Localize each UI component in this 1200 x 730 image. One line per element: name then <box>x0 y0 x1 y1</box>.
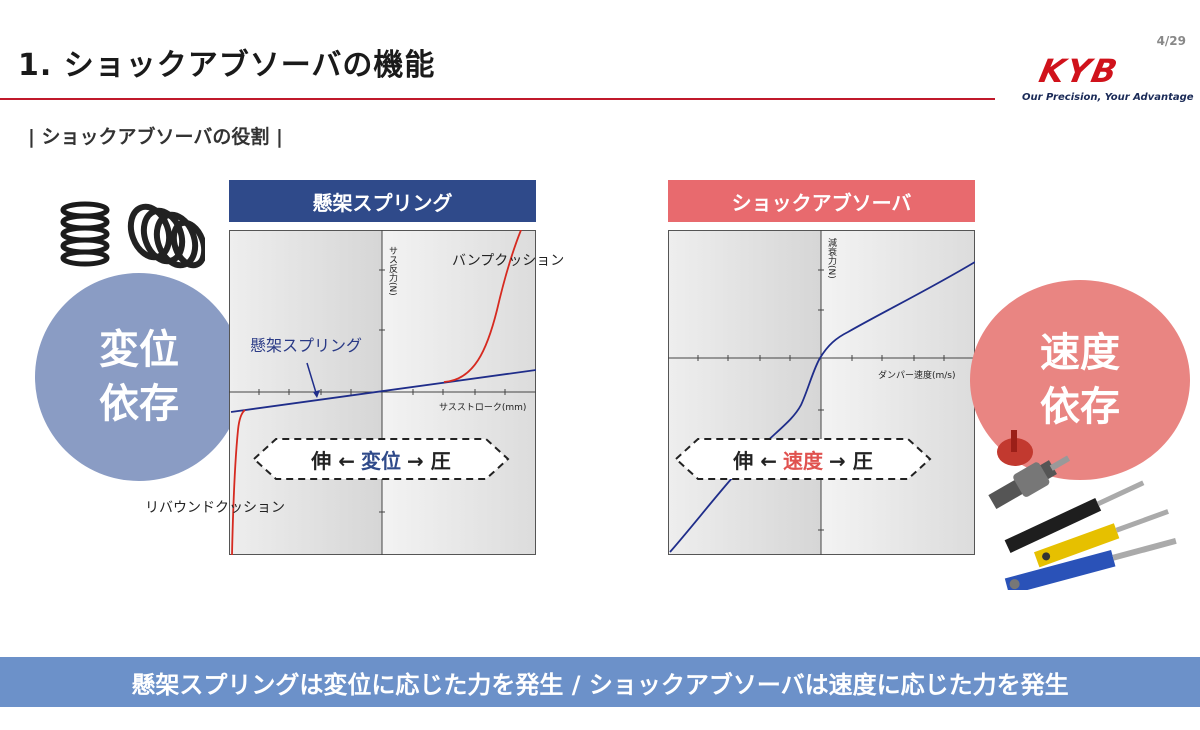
circle-text-line2: 依存 <box>1040 384 1120 430</box>
compression-label: → 圧 <box>829 448 873 473</box>
shock-absorber-icon <box>965 430 1195 595</box>
logo-mark: KYB <box>1035 52 1123 90</box>
extension-label: 伸 ← <box>733 448 777 473</box>
section-subtitle: | ショックアブソーバの役割 | <box>28 126 283 148</box>
circle-text-line2: 依存 <box>99 381 179 427</box>
bump-cushion-label: バンプクッション <box>452 253 565 269</box>
summary-banner: 懸架スプリングは変位に応じた力を発生 / ショックアブソーバは速度に応じた力を発… <box>0 657 1200 707</box>
damper-force-chart: 減衰力(N) ダンパー速度(m/s) <box>668 230 975 555</box>
title-divider <box>0 98 995 100</box>
damper-direction-indicator: 伸 ← 速度 → 圧 <box>674 437 932 481</box>
extension-label: 伸 ← <box>311 448 355 473</box>
page-number: 4/29 <box>1156 34 1186 48</box>
circle-text-line1: 速度 <box>1040 330 1120 376</box>
x-axis-label: ダンパー速度(m/s) <box>878 369 956 381</box>
spring-curve-label: 懸架スプリング <box>250 336 363 355</box>
y-axis-label: サス反力(N) <box>387 246 398 296</box>
damper-panel-header: ショックアブソーバ <box>668 180 975 222</box>
logo-tagline: Our Precision, Your Advantage <box>1022 92 1194 103</box>
spring-curve <box>230 369 536 413</box>
bump-cushion-curve <box>443 230 522 383</box>
spring-direction-indicator: 伸 ← 変位 → 圧 <box>252 437 510 481</box>
velocity-keyword: 速度 <box>783 448 823 473</box>
displacement-keyword: 変位 <box>361 448 401 473</box>
compression-label: → 圧 <box>407 448 451 473</box>
x-axis-label: サスストローク(mm) <box>439 402 526 413</box>
kyb-logo: KYB Our Precision, Your Advantage <box>1022 52 1194 106</box>
y-axis-label: 減衰力(N) <box>826 237 837 279</box>
rebound-cushion-curve <box>231 409 246 555</box>
spring-label-pointer <box>306 362 318 397</box>
page-title: 1. ショックアブソーバの機能 <box>18 48 436 83</box>
coil-spring-icon <box>55 192 208 287</box>
displacement-dependent-circle: 変位 依存 <box>35 273 243 481</box>
spring-panel-header: 懸架スプリング <box>229 180 536 222</box>
rebound-cushion-label: リバウンドクッション <box>145 500 285 516</box>
spring-force-chart: サス反力(N) サスストローク(mm) <box>229 230 536 555</box>
circle-text-line1: 変位 <box>99 327 179 373</box>
